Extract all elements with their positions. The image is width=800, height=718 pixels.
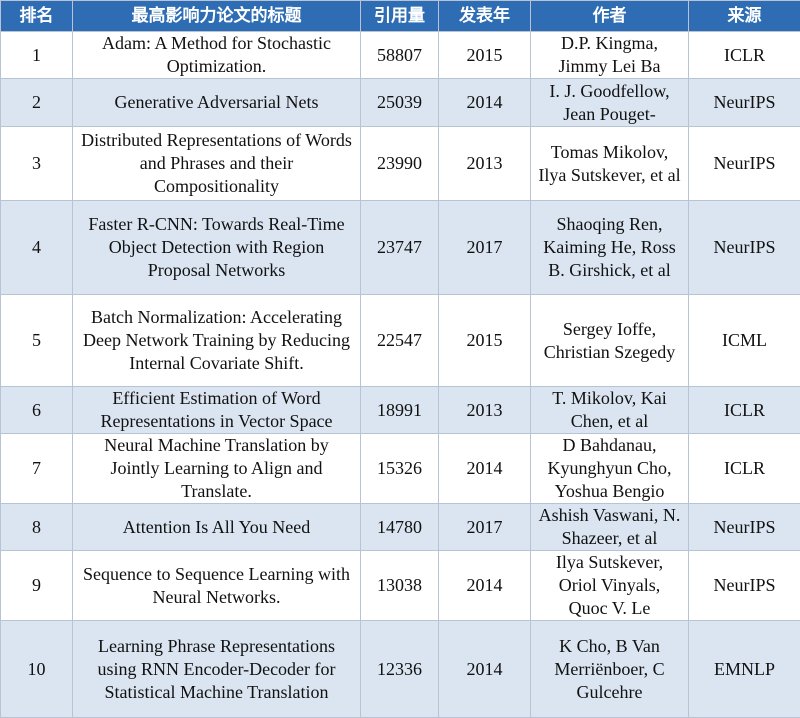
table-cell: D.P. Kingma, Jimmy Lei Ba xyxy=(530,31,689,79)
table-cell: Distributed Representations of Words and… xyxy=(72,126,361,201)
table-row: 4 Faster R-CNN: Towards Real-Time Object … xyxy=(0,200,800,295)
table-cell: Efficient Estimation of Word Representat… xyxy=(72,386,361,434)
table-row: 2 Generative Adversarial Nets 25039 2014 I. … xyxy=(0,78,800,127)
table-cell: 25039 xyxy=(360,78,439,127)
table-cell: 18991 xyxy=(360,386,439,434)
table-cell: 2013 xyxy=(438,386,531,434)
table-cell: K Cho, B Van Merriënboer, C Gulcehre xyxy=(530,620,689,718)
table-cell: EMNLP xyxy=(688,620,800,718)
table-cell: ICLR xyxy=(688,386,800,434)
table-cell: 4 xyxy=(0,200,73,295)
table-cell: 7 xyxy=(0,433,73,504)
table-cell: 12336 xyxy=(360,620,439,718)
table-cell: 3 xyxy=(0,126,73,201)
table-row: 6 Efficient Estimation of Word Representa… xyxy=(0,386,800,434)
table-cell: 15326 xyxy=(360,433,439,504)
table-row: 5 Batch Normalization: Accelerating Deep … xyxy=(0,294,800,387)
table-row: 8 Attention Is All You Need 14780 2017 Ashis… xyxy=(0,503,800,551)
table-cell: Batch Normalization: Accelerating Deep N… xyxy=(72,294,361,387)
table-cell: Tomas Mikolov, Ilya Sutskever, et al xyxy=(530,126,689,201)
table-cell: 6 xyxy=(0,386,73,434)
table-cell: 13038 xyxy=(360,550,439,621)
table-cell: 14780 xyxy=(360,503,439,551)
table-cell: Attention Is All You Need xyxy=(72,503,361,551)
table-cell: Ilya Sutskever, Oriol Vinyals, Quoc V. L… xyxy=(530,550,689,621)
table-row: 1 Adam: A Method for Stochastic Optimizat… xyxy=(0,31,800,79)
table-cell: 2017 xyxy=(438,200,531,295)
table-row: 9 Sequence to Sequence Learning with Neur… xyxy=(0,550,800,621)
header-cell: 作者 xyxy=(530,0,689,32)
table-cell: 5 xyxy=(0,294,73,387)
table-row: 7 Neural Machine Translation by Jointly L… xyxy=(0,433,800,504)
header-cell: 发表年 xyxy=(438,0,531,32)
table-cell: NeurIPS xyxy=(688,550,800,621)
header-row: 排名 最高影响力论文的标题 引用量 发表年 作者 来源 xyxy=(0,0,800,32)
table-cell: 1 xyxy=(0,31,73,79)
table-cell: ICLR xyxy=(688,433,800,504)
table-cell: 23747 xyxy=(360,200,439,295)
header-cell: 排名 xyxy=(0,0,73,32)
table-cell: 10 xyxy=(0,620,73,718)
table-cell: 2013 xyxy=(438,126,531,201)
table-cell: Learning Phrase Representations using RN… xyxy=(72,620,361,718)
table-cell: 2015 xyxy=(438,31,531,79)
table-cell: NeurIPS xyxy=(688,78,800,127)
table-cell: NeurIPS xyxy=(688,126,800,201)
table-cell: 2015 xyxy=(438,294,531,387)
table-cell: 2014 xyxy=(438,620,531,718)
table-cell: 2014 xyxy=(438,78,531,127)
header-cell: 最高影响力论文的标题 xyxy=(72,0,361,32)
table-cell: D Bahdanau, Kyunghyun Cho, Yoshua Bengio xyxy=(530,433,689,504)
table-cell: Sequence to Sequence Learning with Neura… xyxy=(72,550,361,621)
table-body: 1 Adam: A Method for Stochastic Optimizat… xyxy=(0,31,800,718)
table-cell: ICLR xyxy=(688,31,800,79)
table-cell: 2 xyxy=(0,78,73,127)
table-cell: 22547 xyxy=(360,294,439,387)
table-cell: 2014 xyxy=(438,433,531,504)
table-cell: 2014 xyxy=(438,550,531,621)
header-cell: 来源 xyxy=(688,0,800,32)
table-cell: 2017 xyxy=(438,503,531,551)
table-cell: Neural Machine Translation by Jointly Le… xyxy=(72,433,361,504)
table-cell: Sergey Ioffe, Christian Szegedy xyxy=(530,294,689,387)
table-cell: 9 xyxy=(0,550,73,621)
table-cell: Faster R-CNN: Towards Real-Time Object D… xyxy=(72,200,361,295)
table-cell: 23990 xyxy=(360,126,439,201)
table-cell: NeurIPS xyxy=(688,503,800,551)
table-cell: Generative Adversarial Nets xyxy=(72,78,361,127)
table-row: 10 Learning Phrase Representations using … xyxy=(0,620,800,718)
header-cell: 引用量 xyxy=(360,0,439,32)
table-cell: 58807 xyxy=(360,31,439,79)
table-cell: Shaoqing Ren, Kaiming He, Ross B. Girshi… xyxy=(530,200,689,295)
table-cell: ICML xyxy=(688,294,800,387)
table-row: 3 Distributed Representations of Words an… xyxy=(0,126,800,201)
table-cell: I. J. Goodfellow, Jean Pouget- xyxy=(530,78,689,127)
table-cell: Adam: A Method for Stochastic Optimizati… xyxy=(72,31,361,79)
table-cell: Ashish Vaswani, N. Shazeer, et al xyxy=(530,503,689,551)
table-cell: 8 xyxy=(0,503,73,551)
table-cell: T. Mikolov, Kai Chen, et al xyxy=(530,386,689,434)
table-cell: NeurIPS xyxy=(688,200,800,295)
